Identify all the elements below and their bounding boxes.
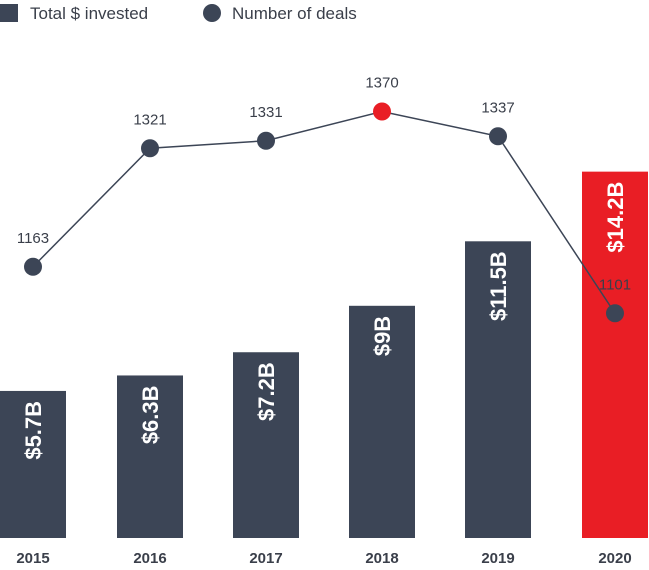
x-tick-2016: 2016 bbox=[133, 550, 166, 567]
legend-label-invested: Total $ invested bbox=[30, 4, 148, 23]
legend-label-deals: Number of deals bbox=[232, 4, 357, 23]
deals-label-2018: 1370 bbox=[365, 75, 398, 92]
legend-swatch-invested bbox=[0, 4, 18, 22]
legend-marker-deals bbox=[203, 4, 221, 22]
x-tick-2019: 2019 bbox=[481, 550, 514, 567]
deals-label-2019: 1337 bbox=[481, 99, 514, 116]
bar-label-2020: $14.2B bbox=[603, 182, 628, 253]
deals-point-2018 bbox=[373, 102, 391, 121]
deals-point-2019 bbox=[489, 127, 507, 146]
bar-label-2016: $6.3B bbox=[138, 385, 163, 444]
deals-line bbox=[32, 110, 616, 314]
bar-series bbox=[0, 171, 648, 539]
deals-line-series: 1163 1321 1331 1370 1337 1101 bbox=[17, 75, 631, 323]
bar-label-2015: $5.7B bbox=[21, 401, 46, 460]
bar-label-2018: $9B bbox=[370, 316, 395, 356]
bar-2015 bbox=[0, 390, 66, 538]
deals-point-2015 bbox=[24, 257, 42, 276]
x-tick-2015: 2015 bbox=[16, 550, 49, 567]
deals-label-2016: 1321 bbox=[133, 111, 166, 128]
deals-label-2017: 1331 bbox=[249, 104, 282, 121]
deals-label-2015: 1163 bbox=[17, 230, 49, 247]
x-axis-tick-labels: 2015 2016 2017 2018 2019 2020 bbox=[16, 550, 631, 567]
x-tick-2018: 2018 bbox=[365, 550, 398, 567]
x-tick-2020: 2020 bbox=[598, 550, 631, 567]
deals-point-2016 bbox=[141, 139, 159, 158]
deals-point-2020 bbox=[606, 304, 624, 323]
bar-2016 bbox=[117, 375, 183, 538]
bar-2020 bbox=[582, 171, 648, 538]
bar-2019 bbox=[465, 241, 531, 539]
legend: Total $ invested Number of deals bbox=[0, 4, 357, 23]
bar-label-2017: $7.2B bbox=[254, 362, 279, 421]
x-tick-2017: 2017 bbox=[249, 550, 282, 567]
deals-point-2017 bbox=[257, 131, 275, 150]
bar-2018 bbox=[349, 305, 415, 538]
bar-label-2019: $11.5B bbox=[486, 251, 511, 321]
bar-value-labels: $5.7B $6.3B $7.2B $9B $11.5B $14.2B bbox=[21, 182, 628, 460]
bar-2017 bbox=[233, 352, 299, 538]
deals-label-2020: 1101 bbox=[599, 276, 631, 293]
